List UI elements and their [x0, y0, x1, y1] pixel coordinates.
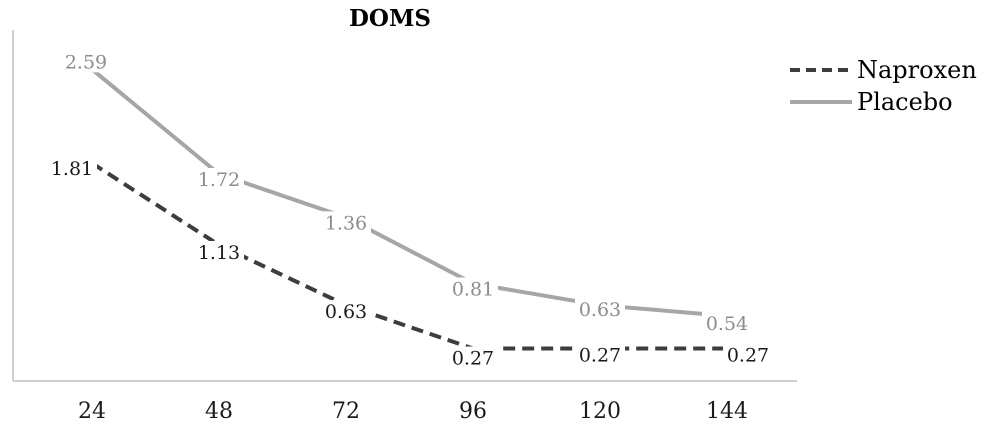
legend-label-placebo: Placebo [857, 88, 953, 116]
data-label-bg [321, 300, 371, 323]
series-line-naproxen [90, 161, 727, 351]
data-label-bg [448, 277, 498, 300]
axes [12, 30, 797, 382]
data-label: 0.27 [579, 345, 621, 367]
data-label: 1.36 [325, 212, 367, 234]
data-labels: 1.81 1.13 0.63 0.27 0.27 0.27 2.59 1.72 1.36 0.81… [47, 50, 773, 370]
data-label-bg [47, 157, 97, 180]
x-tick-label: 144 [706, 399, 748, 424]
data-label: 2.59 [65, 51, 107, 73]
x-tick-labels: 24 48 72 96 120 144 [78, 399, 748, 424]
data-label-bg [723, 343, 773, 366]
x-tick-label: 24 [78, 399, 106, 424]
series-lines [90, 67, 728, 351]
data-label: 0.27 [727, 345, 769, 367]
data-label: 0.63 [325, 301, 367, 323]
chart-title: DOMS [349, 5, 431, 32]
data-label-bg [575, 298, 625, 321]
data-label: 0.54 [706, 313, 748, 335]
x-tick-label: 48 [205, 399, 233, 424]
data-label: 1.81 [51, 158, 93, 180]
data-label: 0.63 [579, 299, 621, 321]
data-label-bg [61, 50, 111, 73]
data-label-bg [321, 211, 371, 234]
legend-label-naproxen: Naproxen [857, 56, 977, 84]
x-tick-label: 96 [459, 399, 487, 424]
data-label: 1.72 [198, 169, 240, 191]
data-label: 0.27 [452, 348, 494, 370]
data-label: 1.13 [198, 242, 240, 264]
data-label-bg [448, 346, 498, 369]
legend: Naproxen Placebo [790, 56, 977, 116]
data-label-bg [702, 312, 752, 335]
x-tick-label: 72 [332, 399, 360, 424]
data-label: 0.81 [452, 279, 494, 301]
x-tick-label: 120 [579, 399, 621, 424]
data-label-bg [575, 343, 625, 366]
series-line-placebo [90, 67, 728, 319]
data-label-bg [194, 168, 244, 191]
data-label-bg [194, 241, 244, 264]
